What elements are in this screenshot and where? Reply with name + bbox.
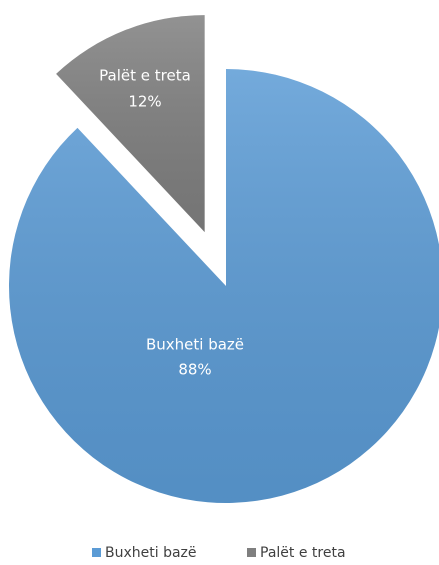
legend-swatch bbox=[92, 548, 101, 557]
slice-label: Buxheti bazë bbox=[146, 336, 244, 354]
legend-swatch bbox=[247, 548, 256, 557]
legend-label: Palët e treta bbox=[260, 545, 346, 561]
slice-shade bbox=[56, 15, 205, 233]
slice-shade bbox=[9, 69, 439, 503]
legend-label: Buxheti bazë bbox=[105, 545, 197, 561]
slice-label: Palët e treta bbox=[99, 67, 191, 85]
slice-value-label: 12% bbox=[128, 93, 161, 111]
slice-value-label: 88% bbox=[178, 361, 211, 379]
